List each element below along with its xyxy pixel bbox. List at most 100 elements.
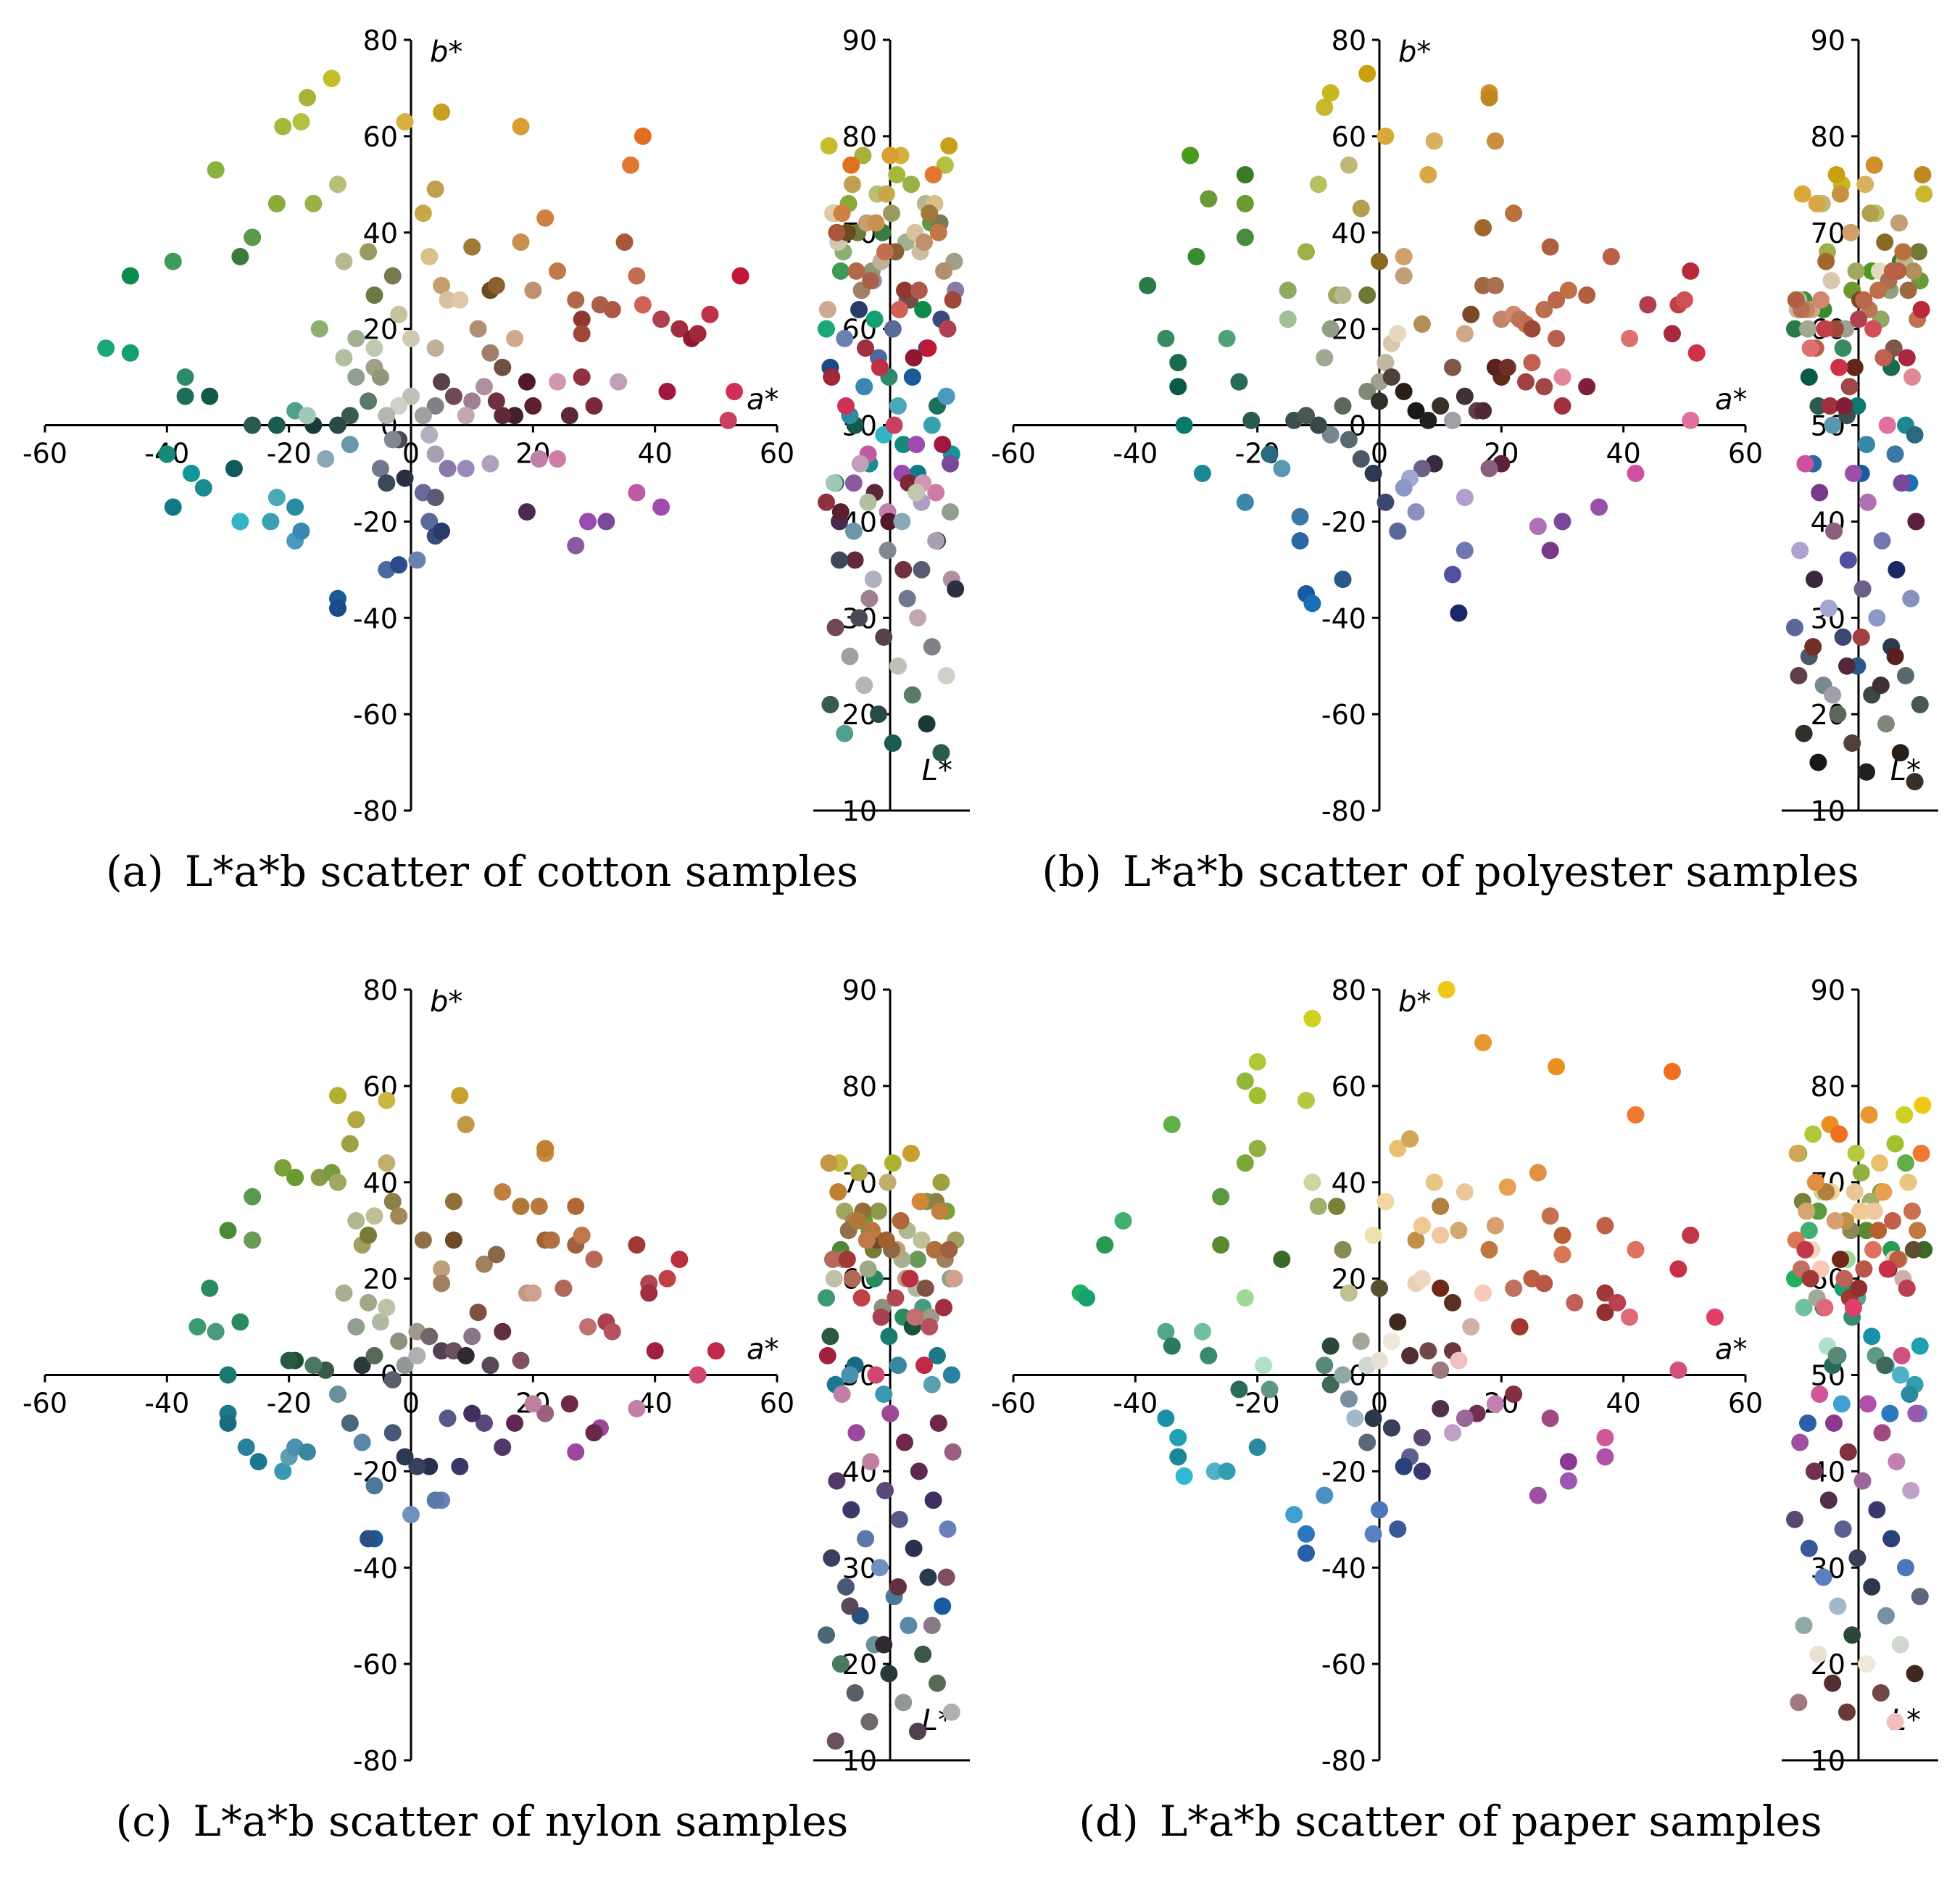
l-point bbox=[1886, 1135, 1904, 1153]
ab-point bbox=[1358, 286, 1376, 304]
l-point bbox=[849, 1211, 867, 1230]
ab-point bbox=[1450, 604, 1468, 622]
ab-point bbox=[244, 1188, 262, 1206]
ab-point bbox=[378, 407, 396, 425]
l-point bbox=[1850, 310, 1868, 328]
l-point bbox=[889, 1578, 907, 1596]
ab-point bbox=[335, 1284, 353, 1302]
ab-point bbox=[292, 112, 310, 130]
ab-point bbox=[536, 1404, 555, 1422]
ab-point bbox=[1578, 286, 1596, 304]
ab-point bbox=[1334, 1240, 1352, 1259]
l-point bbox=[1872, 676, 1890, 695]
l-point bbox=[884, 320, 902, 338]
ab-point bbox=[549, 450, 566, 468]
ab-point bbox=[481, 455, 499, 473]
l-point bbox=[929, 1346, 946, 1364]
ab-point bbox=[1346, 1409, 1364, 1428]
l-point bbox=[837, 1578, 855, 1596]
l-point bbox=[846, 1683, 864, 1702]
ab-point bbox=[1157, 1409, 1175, 1428]
ab-point bbox=[347, 1211, 365, 1230]
ab-point bbox=[1389, 1140, 1407, 1158]
ab-point bbox=[1395, 1457, 1413, 1475]
ab-point bbox=[1419, 411, 1437, 429]
l-point bbox=[1897, 1154, 1914, 1172]
ab-point bbox=[1456, 1183, 1474, 1201]
ab-point bbox=[274, 1159, 292, 1177]
ab-point bbox=[1474, 219, 1492, 237]
ab-point bbox=[585, 1251, 603, 1269]
l-point bbox=[836, 329, 854, 347]
l-point bbox=[880, 1327, 898, 1346]
ab-point bbox=[524, 397, 542, 415]
ab-point bbox=[158, 445, 176, 463]
ab-point bbox=[1316, 349, 1334, 367]
ab-point bbox=[304, 194, 323, 212]
ab-point bbox=[267, 416, 286, 434]
ab-point bbox=[353, 1433, 371, 1451]
l-point bbox=[860, 589, 879, 608]
l-point bbox=[1826, 1211, 1844, 1230]
l-point bbox=[880, 1665, 898, 1683]
l-point bbox=[1834, 1520, 1852, 1538]
ab-point bbox=[1382, 1332, 1400, 1350]
ab-point bbox=[707, 1342, 725, 1360]
ab-point bbox=[1413, 460, 1431, 478]
ab-point bbox=[1182, 146, 1200, 165]
ab-point bbox=[512, 117, 530, 136]
l-point bbox=[862, 272, 880, 290]
ab-point bbox=[1682, 1226, 1700, 1244]
ab-point bbox=[542, 1231, 560, 1249]
l-point bbox=[911, 1193, 929, 1211]
l-point bbox=[944, 1443, 962, 1461]
l-tick-label: 80 bbox=[1811, 1071, 1845, 1103]
ab-point bbox=[1480, 460, 1498, 478]
ab-point bbox=[1553, 1226, 1571, 1244]
ab-point bbox=[378, 474, 396, 492]
ab-point bbox=[1309, 416, 1327, 434]
ab-point bbox=[383, 267, 402, 285]
l-point bbox=[881, 1404, 900, 1422]
ab-point bbox=[476, 1414, 493, 1432]
ab-point bbox=[1334, 1366, 1352, 1384]
l-point bbox=[1829, 1597, 1847, 1615]
l-point bbox=[1804, 638, 1822, 656]
a-tick-label: 60 bbox=[760, 438, 794, 470]
ab-point bbox=[1682, 411, 1700, 429]
l-point bbox=[1853, 1472, 1872, 1490]
caption-text: L*a*b scatter of paper samples bbox=[1160, 1797, 1822, 1846]
l-point bbox=[903, 368, 921, 386]
l-point bbox=[1876, 1356, 1894, 1375]
l-point bbox=[914, 301, 932, 319]
ab-point bbox=[396, 1448, 414, 1466]
ab-point bbox=[640, 1284, 658, 1302]
ab-point bbox=[567, 536, 585, 555]
ab-point bbox=[383, 1424, 402, 1442]
ab-point bbox=[494, 1183, 512, 1201]
l-point bbox=[1830, 1125, 1848, 1143]
l-point bbox=[918, 715, 936, 733]
l-point bbox=[1830, 358, 1848, 376]
l-point bbox=[1897, 1559, 1914, 1577]
ab-point bbox=[201, 387, 219, 405]
ab-point bbox=[426, 445, 444, 463]
ab-point bbox=[1200, 190, 1218, 208]
ab-point bbox=[1706, 1308, 1724, 1326]
l-point bbox=[820, 1154, 838, 1172]
l-point bbox=[886, 1289, 905, 1307]
ab-point bbox=[1456, 325, 1474, 343]
l-point bbox=[890, 301, 908, 319]
ab-point bbox=[1596, 1284, 1614, 1302]
l-point bbox=[833, 1385, 851, 1404]
ab-point bbox=[1669, 1260, 1687, 1278]
ab-point bbox=[433, 1275, 451, 1293]
l-point bbox=[859, 493, 877, 511]
l-point bbox=[929, 1674, 946, 1692]
ab-point bbox=[1498, 358, 1516, 376]
ab-point bbox=[365, 286, 383, 304]
l-point bbox=[937, 1568, 955, 1586]
ab-point bbox=[347, 1318, 365, 1336]
ab-point bbox=[365, 339, 383, 357]
l-point bbox=[818, 301, 836, 319]
